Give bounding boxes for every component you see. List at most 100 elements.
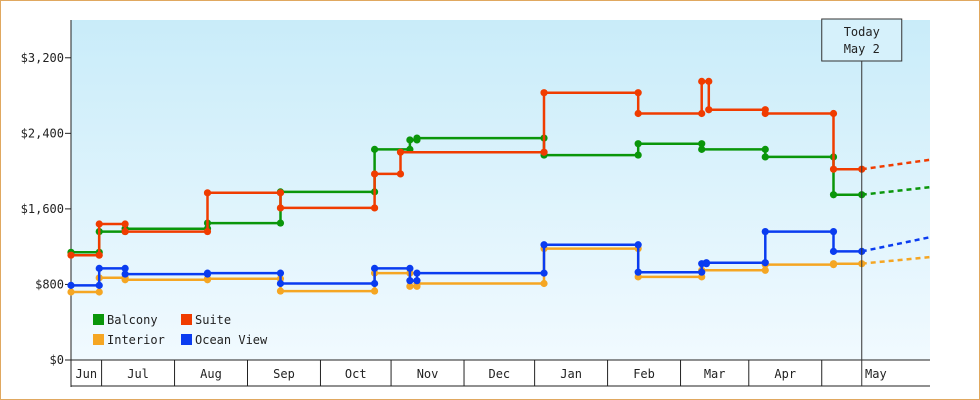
data-point [698, 268, 706, 276]
data-point [634, 241, 642, 249]
x-month-label: Nov [417, 367, 439, 381]
data-point [121, 227, 129, 236]
data-point [67, 281, 75, 289]
data-point [761, 153, 769, 161]
data-point [634, 89, 642, 97]
data-point [829, 247, 838, 255]
data-point [540, 269, 548, 277]
today-date-label: May 2 [844, 42, 880, 56]
data-point [276, 189, 285, 197]
x-month-label: Aug [200, 367, 222, 381]
data-point [95, 281, 103, 289]
y-tick-label: $1,600 [21, 202, 64, 216]
data-point [540, 279, 548, 288]
data-point [761, 145, 769, 153]
data-point [540, 148, 548, 156]
y-tick-label: $800 [35, 277, 64, 291]
data-point [370, 279, 379, 288]
today-callout [821, 18, 903, 62]
data-point [406, 282, 414, 290]
data-point [761, 109, 769, 118]
series-layer [67, 77, 931, 296]
data-point [396, 170, 405, 178]
data-point [829, 260, 838, 268]
data-point [121, 220, 129, 228]
data-point [203, 227, 212, 236]
x-month-label: Jul [127, 367, 149, 381]
data-point [829, 191, 838, 199]
data-point [406, 136, 414, 144]
data-point [413, 134, 421, 142]
x-month-label: Dec [488, 367, 510, 381]
data-point [705, 106, 713, 114]
data-point [761, 259, 769, 267]
x-month-label: Oct [345, 367, 367, 381]
data-point [634, 140, 642, 148]
y-tick-label: $2,400 [21, 126, 64, 140]
legend-swatch [181, 314, 192, 325]
data-point [829, 227, 838, 236]
y-axis: $0 $800 $1,600 $2,400 $3,200 [21, 20, 72, 387]
data-point [95, 251, 103, 259]
series-line [71, 80, 862, 257]
legend-label: Suite [195, 313, 231, 327]
x-axis: Jun Jul Aug Sep Oct Nov Dec Jan Feb Mar Apr May [71, 359, 930, 387]
x-month-label: Feb [633, 367, 655, 381]
data-point [705, 77, 713, 85]
legend-swatch [93, 334, 104, 345]
today-label: Today [844, 25, 880, 39]
legend-label: Ocean View [195, 333, 268, 347]
series-line [71, 230, 862, 287]
data-point [761, 227, 769, 236]
legend-swatch [93, 314, 104, 325]
data-point [203, 189, 212, 197]
series-ocean-view [67, 227, 931, 289]
data-point [276, 269, 285, 277]
data-point [761, 266, 769, 274]
x-month-label: Jun [75, 367, 97, 381]
data-point [276, 287, 285, 295]
series-projection [861, 158, 931, 171]
data-point [396, 148, 405, 156]
data-point [406, 264, 414, 272]
x-month-label: Mar [704, 367, 726, 381]
data-point [702, 259, 711, 267]
data-point [634, 151, 642, 159]
data-point [698, 145, 706, 153]
data-point [95, 288, 103, 296]
data-point [413, 269, 421, 277]
today-marker: Today May 2 [821, 18, 903, 386]
data-point [121, 276, 129, 284]
data-point [67, 251, 75, 259]
legend-label: Interior [107, 333, 165, 347]
series-suite [67, 77, 931, 259]
series-projection [861, 185, 931, 196]
y-tick-label: $3,200 [21, 51, 64, 65]
data-point [829, 109, 838, 118]
data-point [406, 277, 414, 285]
data-point [698, 140, 706, 148]
data-point [276, 219, 285, 227]
x-month-label: Apr [774, 367, 796, 381]
plot-background [71, 20, 930, 360]
data-point [370, 145, 379, 153]
data-point [67, 288, 75, 296]
legend-label: Balcony [107, 313, 158, 327]
data-point [540, 241, 548, 249]
data-point [121, 264, 129, 272]
data-point [698, 109, 706, 118]
data-point [634, 109, 642, 118]
data-point [95, 264, 103, 272]
data-point [413, 277, 421, 285]
legend: Balcony Suite Interior Ocean View [93, 313, 268, 347]
data-point [95, 220, 103, 228]
x-month-label: May [865, 367, 887, 381]
data-point [540, 89, 548, 97]
data-point [276, 279, 285, 288]
data-point [203, 269, 212, 277]
x-month-label: Jan [560, 367, 582, 381]
data-point [829, 165, 838, 173]
x-month-label: Sep [273, 367, 295, 381]
data-point [370, 170, 379, 178]
data-point [121, 270, 129, 278]
